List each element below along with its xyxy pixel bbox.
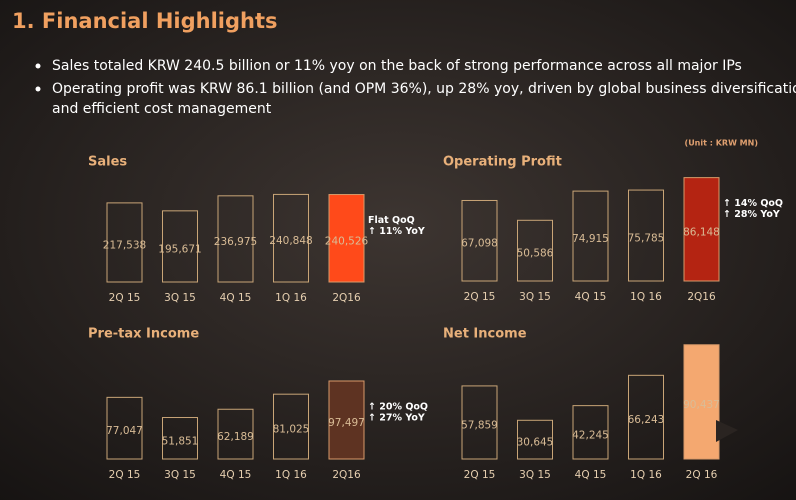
x-tick-label: 3Q 15 xyxy=(164,292,196,304)
x-tick-label: 2Q16 xyxy=(332,469,361,481)
annotation: ↑ 28% YoY xyxy=(723,209,780,220)
value-label: 74,915 xyxy=(572,233,609,245)
bar xyxy=(572,190,609,282)
x-tick-label: 2Q 15 xyxy=(109,292,141,304)
annotation: ↑ 20% QoQ xyxy=(368,402,428,413)
x-tick-label: 2Q16 xyxy=(687,291,716,303)
bar xyxy=(517,419,553,460)
value-label: 62,189 xyxy=(217,431,254,443)
bar xyxy=(683,344,720,460)
x-tick-label: 4Q 15 xyxy=(220,292,252,304)
x-tick-label: 4Q 15 xyxy=(575,469,607,481)
value-label: 86,148 xyxy=(683,226,720,238)
bar xyxy=(683,177,720,282)
annotation: Flat QoQ xyxy=(368,215,415,226)
value-label: 240,526 xyxy=(325,235,369,247)
value-label: 195,671 xyxy=(158,243,201,255)
value-label: 90,437 xyxy=(683,399,720,411)
bar xyxy=(517,219,553,282)
value-label: 42,245 xyxy=(572,429,609,441)
bar xyxy=(328,194,365,283)
annotation: ↑ 27% YoY xyxy=(368,413,425,424)
x-tick-label: 1Q 16 xyxy=(630,469,662,481)
bullet-dot xyxy=(35,63,41,69)
bar xyxy=(217,408,254,460)
chart-title: Sales xyxy=(88,155,127,170)
value-label: 66,243 xyxy=(628,414,665,426)
value-label: 81,025 xyxy=(273,424,310,436)
bar xyxy=(162,417,198,460)
value-label: 57,859 xyxy=(461,419,498,431)
annotation: ↑ 14% QoQ xyxy=(723,198,783,209)
value-label: 50,586 xyxy=(517,248,554,260)
bullet-dot xyxy=(35,86,41,92)
value-label: 51,851 xyxy=(162,435,199,447)
value-label: 97,497 xyxy=(328,417,365,429)
bar xyxy=(106,202,143,283)
slide-title: 1. Financial Highlights xyxy=(12,9,278,33)
x-tick-label: 2Q 15 xyxy=(464,469,496,481)
x-tick-label: 2Q 15 xyxy=(109,469,141,481)
value-label: 77,047 xyxy=(106,425,143,437)
value-label: 240,848 xyxy=(269,235,312,247)
value-label: 217,538 xyxy=(103,239,146,251)
value-label: 67,098 xyxy=(461,238,498,250)
chart-title: Operating Profit xyxy=(443,155,562,170)
value-label: 30,645 xyxy=(517,437,554,449)
x-tick-label: 3Q 15 xyxy=(519,291,551,303)
bar xyxy=(217,195,254,283)
bar xyxy=(461,199,498,282)
x-tick-label: 2Q16 xyxy=(332,292,361,304)
x-tick-label: 4Q 15 xyxy=(575,291,607,303)
bar xyxy=(273,393,309,460)
bullet: Sales totaled KRW 240.5 billion or 11% y… xyxy=(52,58,742,74)
arrow-cutout xyxy=(716,420,738,442)
x-tick-label: 1Q 16 xyxy=(630,291,662,303)
bar xyxy=(628,189,664,282)
bullet: Operating profit was KRW 86.1 billion (a… xyxy=(52,81,796,117)
x-tick-label: 1Q 16 xyxy=(275,292,307,304)
bar xyxy=(106,396,143,460)
x-tick-label: 3Q 15 xyxy=(519,469,551,481)
bar xyxy=(328,380,365,460)
chart-title: Net Income xyxy=(443,327,527,342)
bar xyxy=(273,193,309,283)
x-tick-label: 3Q 15 xyxy=(164,469,196,481)
x-tick-label: 1Q 16 xyxy=(275,469,307,481)
bar xyxy=(461,385,498,460)
annotation: ↑ 11% YoY xyxy=(368,226,425,237)
x-tick-label: 2Q 15 xyxy=(464,291,496,303)
value-label: 75,785 xyxy=(628,233,665,245)
bar xyxy=(162,210,198,283)
bar xyxy=(628,374,664,460)
unit-note: (Unit : KRW MN) xyxy=(685,139,758,148)
value-label: 236,975 xyxy=(214,236,257,248)
x-tick-label: 2Q 16 xyxy=(686,469,718,481)
chart-title: Pre-tax Income xyxy=(88,327,199,342)
bar xyxy=(572,405,609,460)
x-tick-label: 4Q 15 xyxy=(220,469,252,481)
